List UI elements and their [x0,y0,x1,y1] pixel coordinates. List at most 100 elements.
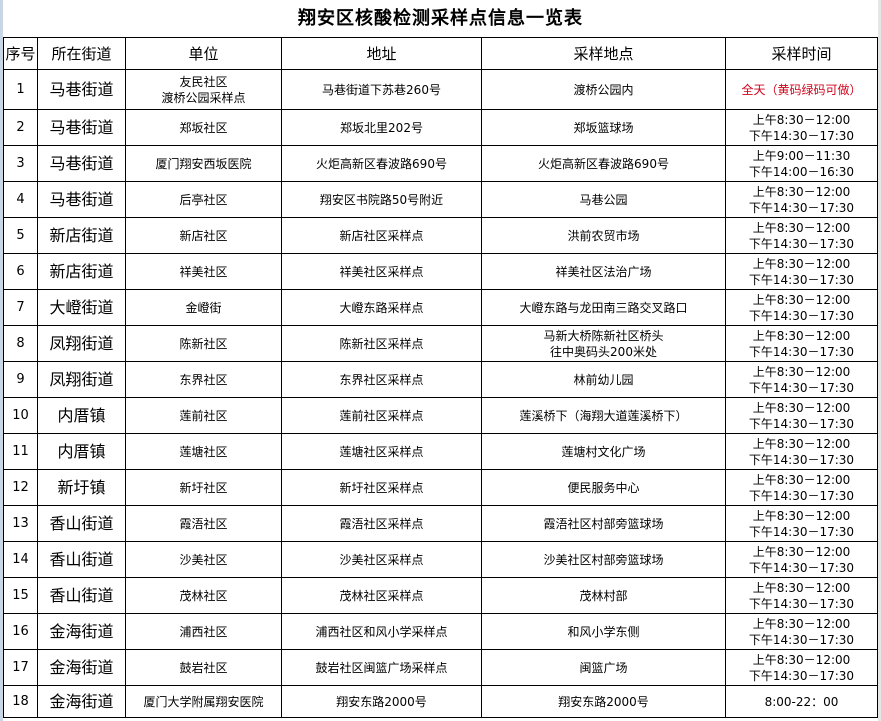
cell-unit-line: 陈新社区 [179,336,228,351]
cell-time-line: 上午8:30－12:00 [752,616,851,631]
cell-index: 15 [3,577,38,614]
table-row: 10 内厝镇 莲前社区 莲前社区采样点 莲溪桥下（海翔大道莲溪桥下） 上午8:30－12:… [3,397,878,434]
cell-street: 香山街道 [37,541,126,578]
cell-index: 14 [3,541,38,578]
cell-index: 13 [3,505,38,542]
cell-time: 上午8:30－12:00 下午14:30－17:30 [725,289,878,326]
cell-street: 凤翔街道 [37,361,126,398]
cell-time-line: 上午8:30－12:00 [752,220,851,235]
table-row: 16 金海街道 浦西社区 浦西社区和风小学采样点 和风小学东侧 上午8:30－12:00 下… [3,613,878,650]
cell-time-line: 下午14:30－17:30 [748,416,855,431]
cell-street: 凤翔街道 [37,325,126,362]
cell-time: 上午8:30－12:00 下午14:30－17:30 [725,469,878,506]
cell-street: 内厝镇 [37,433,126,470]
cell-site-line: 洪前农贸市场 [567,228,640,243]
cell-unit: 茂林社区 [125,577,282,614]
cell-site: 莲溪桥下（海翔大道莲溪桥下） [481,397,726,434]
cell-site-line: 茂林村部 [579,588,628,603]
cell-time: 上午8:30－12:00 下午14:30－17:30 [725,649,878,686]
cell-time-line: 下午14:30－17:30 [748,200,855,215]
header-street: 所在街道 [37,37,126,70]
cell-site-line: 马巷公园 [579,192,628,207]
cell-time: 上午9:00－11:30 下午14:00－16:30 [725,145,878,182]
cell-time: 上午8:30－12:00 下午14:30－17:30 [725,361,878,398]
cell-time: 上午8:30－12:00 下午14:30－17:30 [725,505,878,542]
cell-time: 上午8:30－12:00 下午14:30－17:30 [725,181,878,218]
table-row: 6 新店街道 祥美社区 祥美社区采样点 祥美社区法治广场 上午8:30－12:00 下午14… [3,253,878,290]
cell-address: 新店社区采样点 [281,217,482,254]
cell-site-line: 往中奥码头200米处 [550,344,657,359]
cell-site: 翔安东路2000号 [481,685,726,718]
cell-index: 4 [3,181,38,218]
cell-unit-line: 渡桥公园采样点 [161,90,246,105]
cell-time-line: 上午8:30－12:00 [752,256,851,271]
cell-site-line: 林前幼儿园 [573,372,634,387]
cell-unit-line: 鼓岩社区 [179,660,228,675]
cell-time-line: 上午9:00－11:30 [752,148,851,163]
cell-unit-line: 霞浯社区 [179,516,228,531]
cell-time: 上午8:30－12:00 下午14:30－17:30 [725,397,878,434]
cell-unit: 莲塘社区 [125,433,282,470]
cell-unit: 金嶝街 [125,289,282,326]
cell-address: 新圩社区采样点 [281,469,482,506]
cell-unit: 鼓岩社区 [125,649,282,686]
cell-site-line: 渡桥公园内 [573,82,634,97]
cell-address: 翔安区书院路50号附近 [281,181,482,218]
cell-address: 沙美社区采样点 [281,541,482,578]
cell-index: 6 [3,253,38,290]
sheet-right-edge [878,0,881,721]
cell-time: 上午8:30－12:00 下午14:30－17:30 [725,613,878,650]
cell-time-line: 上午8:30－12:00 [752,364,851,379]
cell-site: 祥美社区法治广场 [481,253,726,290]
cell-unit: 东界社区 [125,361,282,398]
table-row: 2 马巷街道 郑坂社区 郑坂北里202号 郑坂篮球场 上午8:30－12:00 下午14:3… [3,109,878,146]
cell-address: 浦西社区和风小学采样点 [281,613,482,650]
cell-site-line: 祥美社区法治广场 [555,264,652,279]
cell-time-line: 上午8:30－12:00 [752,436,851,451]
header-time: 采样时间 [725,37,878,70]
cell-time: 上午8:30－12:00 下午14:30－17:30 [725,253,878,290]
cell-time-line: 上午8:30－12:00 [752,292,851,307]
cell-site: 闽篮广场 [481,649,726,686]
cell-time-line: 下午14:30－17:30 [748,596,855,611]
cell-street: 马巷街道 [37,69,126,110]
cell-unit-line: 后亭社区 [179,192,228,207]
cell-street: 马巷街道 [37,145,126,182]
cell-time-line: 上午8:30－12:00 [752,472,851,487]
cell-time-line: 下午14:30－17:30 [748,668,855,683]
table-row: 14 香山街道 沙美社区 沙美社区采样点 沙美社区村部旁篮球场 上午8:30－12:00 下… [3,541,878,578]
cell-time-line: 下午14:30－17:30 [748,128,855,143]
cell-site-line: 火炬高新区春波路690号 [538,156,669,171]
cell-index: 9 [3,361,38,398]
cell-street: 香山街道 [37,577,126,614]
cell-unit-line: 厦门大学附属翔安医院 [143,694,264,709]
cell-unit-line: 新店社区 [179,228,228,243]
cell-site-line: 莲塘村文化广场 [561,444,646,459]
cell-time-line: 全天（黄码绿码可做） [741,82,862,97]
cell-address: 莲塘社区采样点 [281,433,482,470]
cell-site: 渡桥公园内 [481,69,726,110]
cell-address: 祥美社区采样点 [281,253,482,290]
cell-index: 10 [3,397,38,434]
cell-unit-line: 莲塘社区 [179,444,228,459]
cell-time-line: 上午8:30－12:00 [752,184,851,199]
cell-site-line: 沙美社区村部旁篮球场 [543,552,664,567]
cell-site: 霞浯社区村部旁篮球场 [481,505,726,542]
cell-site-line: 便民服务中心 [567,480,640,495]
cell-time: 上午8:30－12:00 下午14:30－17:30 [725,325,878,362]
cell-index: 1 [3,69,38,110]
cell-unit: 厦门翔安西坂医院 [125,145,282,182]
cell-unit: 沙美社区 [125,541,282,578]
cell-time: 上午8:30－12:00 下午14:30－17:30 [725,217,878,254]
cell-unit-line: 茂林社区 [179,588,228,603]
cell-index: 7 [3,289,38,326]
cell-site-line: 霞浯社区村部旁篮球场 [543,516,664,531]
cell-site-line: 大嶝东路与龙田南三路交叉路口 [519,300,688,315]
cell-street: 马巷街道 [37,181,126,218]
cell-time-line: 下午14:30－17:30 [748,560,855,575]
cell-address: 东界社区采样点 [281,361,482,398]
cell-street: 香山街道 [37,505,126,542]
cell-unit: 新圩社区 [125,469,282,506]
cell-unit: 新店社区 [125,217,282,254]
cell-unit-line: 沙美社区 [179,552,228,567]
